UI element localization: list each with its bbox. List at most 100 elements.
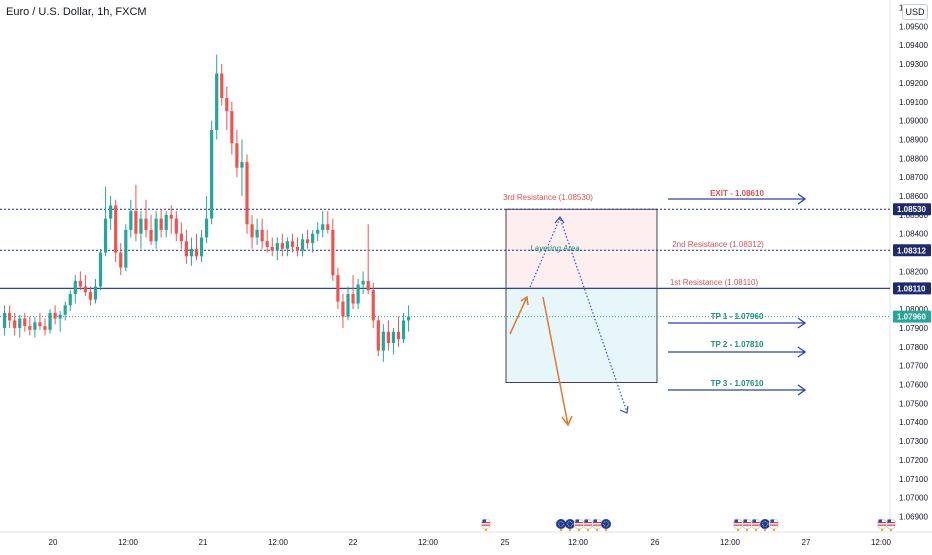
candle-body	[240, 162, 244, 168]
eu-flag-stars	[762, 521, 768, 527]
candle-body	[407, 316, 411, 321]
us-event-icon[interactable]	[582, 518, 594, 532]
price-axis[interactable]: 1.096001.095001.094001.093001.092001.091…	[893, 4, 931, 522]
candle-body	[316, 229, 320, 234]
us-flag-stripe	[770, 524, 778, 526]
event-impact-dot	[745, 528, 749, 532]
eu-event-icon[interactable]	[601, 519, 611, 532]
us-flag-stripe	[482, 524, 490, 526]
us-event-icon[interactable]	[732, 518, 744, 532]
us-event-icon[interactable]	[591, 518, 603, 532]
candle-body	[93, 286, 98, 300]
us-event-icon[interactable]	[741, 518, 753, 532]
candle-body	[275, 243, 279, 251]
candle-body	[53, 312, 57, 319]
us-flag-canton	[734, 519, 738, 523]
price-tick-label: 1.08900	[899, 135, 928, 144]
us-flag-stripe	[752, 522, 760, 524]
candle-body	[73, 280, 77, 295]
time-axis[interactable]: 20 12:00 21 12:00 22 12:00 25 12:00 26 12:00 27 12:…	[49, 538, 892, 547]
candle-body	[321, 224, 325, 230]
candle-body	[38, 322, 42, 327]
eu-event-icon[interactable]	[565, 519, 575, 532]
us-event-icon[interactable]	[885, 518, 897, 532]
candle-body	[199, 237, 204, 257]
candle-body	[114, 205, 118, 253]
price-tick-label: 1.09200	[899, 79, 928, 88]
candle-body	[129, 211, 133, 230]
eu-flag-stars	[558, 521, 564, 527]
price-tick-label: 1.08000	[899, 305, 928, 314]
candle-body	[98, 252, 103, 287]
price-tick-label: 1.08700	[899, 173, 928, 182]
price-tick-label: 1.08500	[899, 211, 928, 220]
candle-body	[189, 248, 194, 257]
event-impact-dot	[736, 528, 740, 532]
orange-arrow-down	[542, 296, 569, 426]
us-flag-stripe	[878, 522, 886, 524]
tp2-arrow-head	[797, 346, 807, 358]
candle-body	[341, 301, 345, 317]
candle-body	[346, 294, 350, 317]
candle-body	[104, 218, 108, 253]
candle-body	[184, 241, 188, 257]
event-impact-dot	[484, 528, 488, 532]
candle-body	[8, 312, 12, 321]
eu-flag-disc	[760, 519, 770, 529]
us-event-icon[interactable]	[876, 518, 888, 532]
candle-body	[280, 243, 284, 249]
candle-body	[386, 331, 390, 344]
candle-body	[245, 162, 249, 225]
eu-event-icon[interactable]	[760, 519, 770, 532]
us-flag-stripe	[593, 524, 601, 526]
candle-body	[260, 229, 264, 242]
candle-body	[295, 246, 300, 251]
us-event-icon[interactable]	[573, 518, 585, 532]
us-flag-stripe	[770, 522, 778, 524]
us-event-icon[interactable]	[750, 518, 762, 532]
candle-body	[124, 229, 128, 268]
us-flag-stripe	[584, 524, 592, 526]
candle-body	[78, 280, 82, 287]
price-tick-label: 1.07700	[899, 362, 928, 371]
resistance-2-label: 2nd Resistance (1.08312)	[672, 240, 764, 249]
projection-peak-head	[554, 215, 565, 224]
orange-arrow-up-head	[520, 295, 529, 306]
projection-end-head	[619, 405, 629, 414]
price-tick-label: 1.09300	[899, 60, 928, 69]
price-tag	[893, 310, 931, 323]
projection-path	[529, 216, 628, 413]
candle-body	[18, 318, 22, 328]
candle-body	[13, 320, 17, 328]
candle-body	[210, 130, 214, 219]
time-tick-label: 20	[49, 538, 58, 547]
price-tick-label: 1.07100	[899, 475, 928, 484]
event-impact-dot	[586, 528, 590, 532]
time-tick-label: 12:00	[268, 538, 289, 547]
exit-label: EXIT - 1.08610	[710, 189, 764, 198]
candle-body	[154, 218, 158, 242]
candle-body	[3, 312, 7, 328]
candle-body	[134, 211, 138, 234]
tp2-label: TP 2 - 1.07810	[711, 340, 764, 349]
candle-body	[351, 294, 355, 304]
price-tick-label: 1.08400	[899, 230, 928, 239]
candle-body	[68, 294, 72, 306]
event-icons[interactable]	[480, 518, 897, 532]
us-flag-canton	[593, 519, 597, 523]
candle-body	[225, 97, 229, 112]
candle-body	[356, 284, 360, 304]
time-tick-label: 22	[349, 538, 358, 547]
eu-event-icon[interactable]	[556, 519, 566, 532]
candle-body	[265, 241, 269, 247]
us-event-icon[interactable]	[768, 518, 780, 532]
price-tick-label: 1.07400	[899, 418, 928, 427]
price-tag-label: 1.07960	[897, 313, 926, 322]
currency-button[interactable]: USD	[902, 4, 928, 20]
candle-body	[58, 314, 62, 319]
us-event-icon[interactable]	[480, 518, 492, 532]
us-flag-stripe	[575, 524, 583, 526]
target-zone	[505, 287, 658, 384]
